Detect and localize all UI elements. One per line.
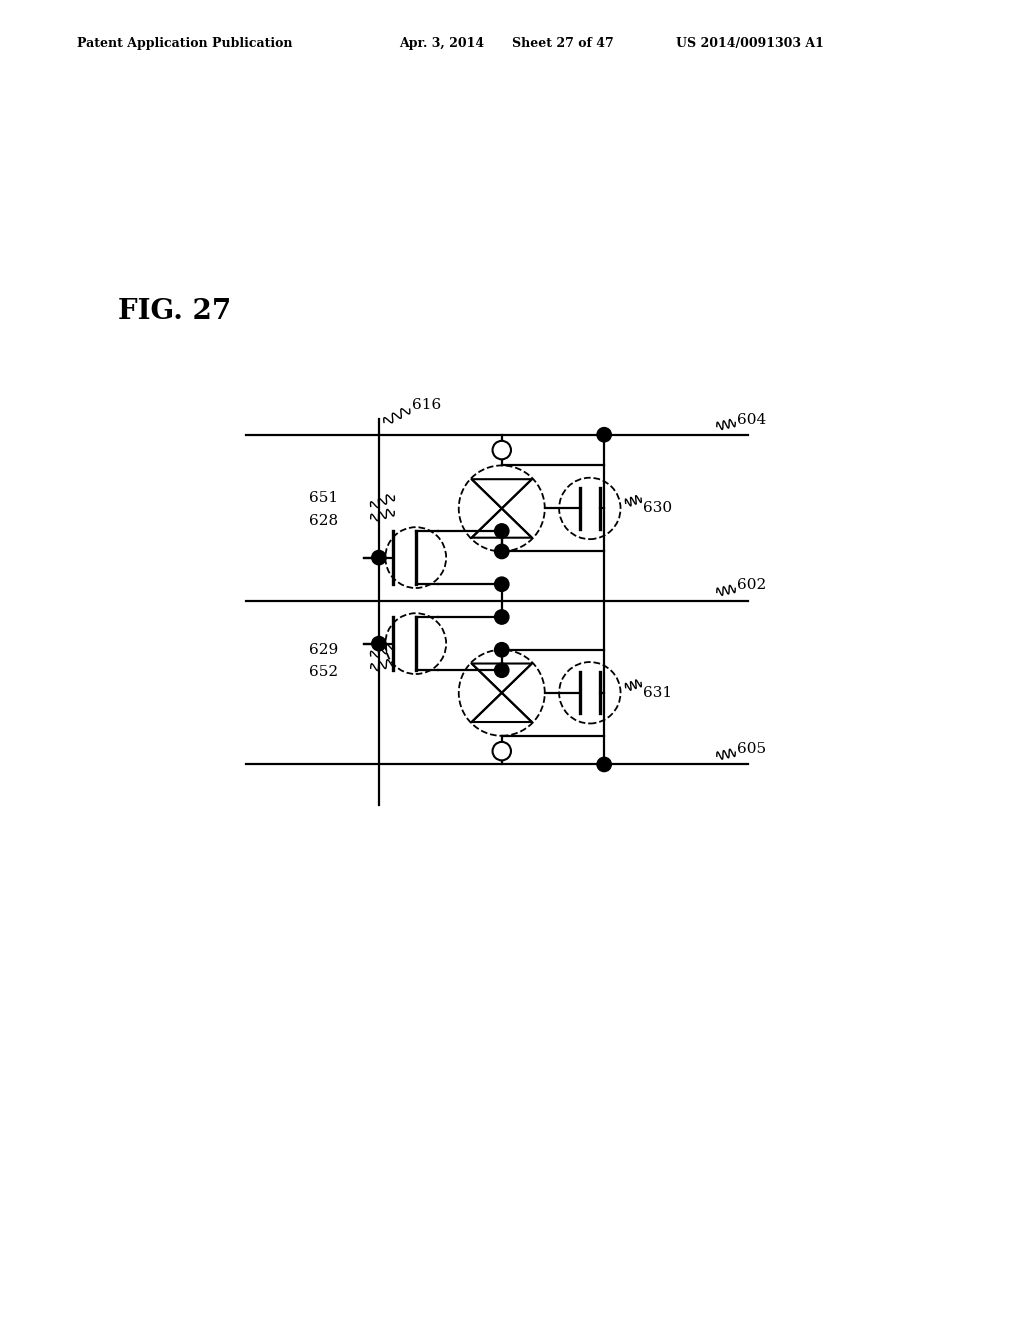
Text: 604: 604 xyxy=(737,413,767,426)
Text: 605: 605 xyxy=(737,742,766,756)
Text: 616: 616 xyxy=(412,399,441,412)
Text: 602: 602 xyxy=(737,578,767,593)
Text: 652: 652 xyxy=(309,665,338,680)
Text: Sheet 27 of 47: Sheet 27 of 47 xyxy=(512,37,613,50)
Circle shape xyxy=(493,441,511,459)
Circle shape xyxy=(495,544,509,558)
Text: 651: 651 xyxy=(309,491,338,506)
Circle shape xyxy=(372,636,386,651)
Text: 631: 631 xyxy=(643,686,672,700)
Circle shape xyxy=(495,524,509,539)
Circle shape xyxy=(597,428,611,442)
Circle shape xyxy=(372,550,386,565)
Text: FIG. 27: FIG. 27 xyxy=(118,298,231,325)
Text: 629: 629 xyxy=(309,643,339,657)
Text: Patent Application Publication: Patent Application Publication xyxy=(77,37,292,50)
Circle shape xyxy=(495,577,509,591)
Text: 628: 628 xyxy=(309,513,338,528)
Text: US 2014/0091303 A1: US 2014/0091303 A1 xyxy=(676,37,823,50)
Text: Apr. 3, 2014: Apr. 3, 2014 xyxy=(399,37,484,50)
Circle shape xyxy=(597,758,611,772)
Circle shape xyxy=(495,643,509,657)
Circle shape xyxy=(493,742,511,760)
Circle shape xyxy=(495,610,509,624)
Text: 630: 630 xyxy=(643,502,672,515)
Circle shape xyxy=(495,663,509,677)
